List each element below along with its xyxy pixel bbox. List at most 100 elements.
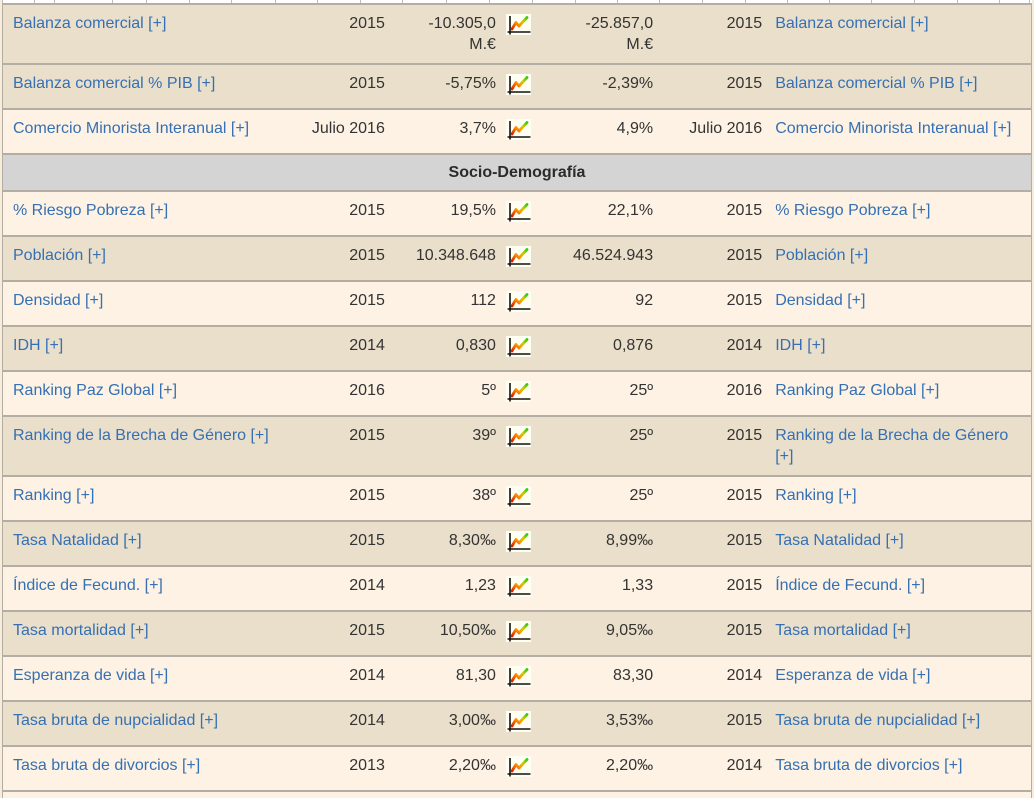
- column-divider: [787, 0, 788, 3]
- year-right: 2015: [726, 292, 763, 309]
- value-right: 83,30: [613, 667, 654, 684]
- indicator-link-right[interactable]: Ranking de la Brecha de Género [+]: [775, 427, 1009, 465]
- line-chart-icon[interactable]: [505, 201, 531, 226]
- indicator-link-left[interactable]: Tasa mortalidad [+]: [13, 622, 149, 639]
- year-right: 2015: [726, 15, 763, 32]
- line-chart-icon[interactable]: [505, 246, 531, 271]
- column-divider: [871, 0, 872, 3]
- year-right: 2016: [726, 382, 763, 399]
- value-cell-left: 81,30: [388, 656, 500, 702]
- chart-cell: [499, 566, 537, 612]
- line-chart-icon[interactable]: [505, 291, 531, 316]
- indicator-cell-left: Ranking [+]: [2, 476, 291, 522]
- chart-cell: [499, 326, 537, 372]
- indicator-cell-right: Tasa Natalidad [+]: [766, 521, 1032, 567]
- year-cell-left: 2015: [290, 236, 389, 282]
- line-chart-icon[interactable]: [505, 531, 531, 556]
- next-row-remnant: [2, 792, 1032, 798]
- value-cell-right: 3,53‰: [536, 701, 658, 747]
- table-row: Tasa bruta de nupcialidad [+] 2014 3,00‰…: [2, 701, 1032, 747]
- year-left: 2015: [349, 622, 385, 639]
- indicator-link-left[interactable]: Balanza comercial % PIB [+]: [13, 75, 216, 92]
- indicator-link-left[interactable]: % Riesgo Pobreza [+]: [13, 202, 169, 219]
- year-left: Julio 2016: [311, 120, 385, 137]
- indicator-link-right[interactable]: Densidad [+]: [775, 292, 866, 309]
- year-cell-right: 2015: [657, 236, 767, 282]
- line-chart-icon[interactable]: [505, 336, 531, 361]
- line-chart-icon[interactable]: [505, 119, 531, 144]
- table-row: Balanza comercial % PIB [+] 2015 -5,75% …: [2, 64, 1032, 110]
- indicator-link-left[interactable]: Comercio Minorista Interanual [+]: [13, 120, 250, 137]
- column-divider: [112, 0, 113, 3]
- value-cell-right: 92: [536, 281, 658, 327]
- value-cell-right: 25º: [536, 416, 658, 477]
- line-chart-icon[interactable]: [505, 74, 531, 99]
- country-comparison-table: Balanza comercial [+] 2015 -10.305,0 M.€…: [2, 3, 1032, 792]
- value-cell-right: -2,39%: [536, 64, 658, 110]
- table-row: Tasa Natalidad [+] 2015 8,30‰ 8,99‰ 2015: [2, 521, 1032, 567]
- line-chart-icon[interactable]: [505, 426, 531, 451]
- indicator-link-left[interactable]: Ranking Paz Global [+]: [13, 382, 178, 399]
- indicator-link-left[interactable]: Ranking de la Brecha de Género [+]: [13, 427, 269, 444]
- indicator-link-right[interactable]: Tasa mortalidad [+]: [775, 622, 911, 639]
- indicator-link-left[interactable]: Tasa Natalidad [+]: [13, 532, 142, 549]
- indicator-cell-right: Ranking de la Brecha de Género [+]: [766, 416, 1032, 477]
- indicator-link-left[interactable]: Tasa bruta de nupcialidad [+]: [13, 712, 219, 729]
- indicator-cell-left: Tasa bruta de divorcios [+]: [2, 746, 291, 792]
- value-left: -10.305,0: [428, 15, 496, 32]
- indicator-link-right[interactable]: Ranking [+]: [775, 487, 857, 504]
- indicator-link-right[interactable]: Tasa bruta de nupcialidad [+]: [775, 712, 981, 729]
- section-cell: Socio-Demografía: [2, 154, 1032, 192]
- indicator-link-right[interactable]: Balanza comercial [+]: [775, 15, 929, 32]
- indicator-link-left[interactable]: Índice de Fecund. [+]: [13, 577, 163, 594]
- indicator-link-right[interactable]: Ranking Paz Global [+]: [775, 382, 940, 399]
- indicator-link-left[interactable]: Población [+]: [13, 247, 106, 264]
- line-chart-icon[interactable]: [505, 486, 531, 511]
- indicator-cell-right: IDH [+]: [766, 326, 1032, 372]
- indicator-link-right[interactable]: Tasa bruta de divorcios [+]: [775, 757, 963, 774]
- indicator-link-left[interactable]: IDH [+]: [13, 337, 64, 354]
- indicator-link-right[interactable]: Esperanza de vida [+]: [775, 667, 931, 684]
- line-chart-icon[interactable]: [505, 576, 531, 601]
- indicator-link-left[interactable]: Densidad [+]: [13, 292, 104, 309]
- value-cell-right: 1,33: [536, 566, 658, 612]
- indicator-cell-left: Densidad [+]: [2, 281, 291, 327]
- indicator-link-right[interactable]: Balanza comercial % PIB [+]: [775, 75, 978, 92]
- indicator-link-left[interactable]: Balanza comercial [+]: [13, 15, 167, 32]
- value-right: 22,1%: [607, 202, 654, 219]
- year-right: 2015: [726, 427, 763, 444]
- line-chart-icon[interactable]: [505, 14, 531, 39]
- indicator-link-right[interactable]: Tasa Natalidad [+]: [775, 532, 904, 549]
- indicator-link-right[interactable]: % Riesgo Pobreza [+]: [775, 202, 931, 219]
- year-cell-right: 2014: [657, 326, 767, 372]
- value-right: 3,53‰: [605, 712, 654, 729]
- year-left: 2015: [349, 292, 385, 309]
- year-cell-left: 2015: [290, 521, 389, 567]
- indicator-cell-right: Comercio Minorista Interanual [+]: [766, 109, 1032, 155]
- indicator-link-right[interactable]: Comercio Minorista Interanual [+]: [775, 120, 1012, 137]
- indicator-link-left[interactable]: Tasa bruta de divorcios [+]: [13, 757, 201, 774]
- line-chart-icon[interactable]: [505, 756, 531, 781]
- column-divider: [489, 0, 490, 3]
- value-cell-left: 2,20‰: [388, 746, 500, 792]
- year-right: 2015: [726, 247, 763, 264]
- line-chart-icon[interactable]: [505, 666, 531, 691]
- indicator-cell-left: Tasa Natalidad [+]: [2, 521, 291, 567]
- value-cell-left: 39º: [388, 416, 500, 477]
- line-chart-icon[interactable]: [505, 621, 531, 646]
- year-right: 2015: [726, 622, 763, 639]
- year-left: 2015: [349, 532, 385, 549]
- indicator-link-right[interactable]: Índice de Fecund. [+]: [775, 577, 926, 594]
- indicator-link-right[interactable]: IDH [+]: [775, 337, 826, 354]
- line-chart-icon[interactable]: [505, 711, 531, 736]
- value-cell-right: 22,1%: [536, 191, 658, 237]
- year-cell-left: 2014: [290, 701, 389, 747]
- indicator-link-left[interactable]: Ranking [+]: [13, 487, 95, 504]
- indicator-link-left[interactable]: Esperanza de vida [+]: [13, 667, 169, 684]
- value-cell-left: -5,75%: [388, 64, 500, 110]
- value-cell-left: 3,7%: [388, 109, 500, 155]
- line-chart-icon[interactable]: [505, 381, 531, 406]
- year-right: 2015: [726, 712, 763, 729]
- value-right: 92: [635, 292, 654, 309]
- indicator-link-right[interactable]: Población [+]: [775, 247, 869, 264]
